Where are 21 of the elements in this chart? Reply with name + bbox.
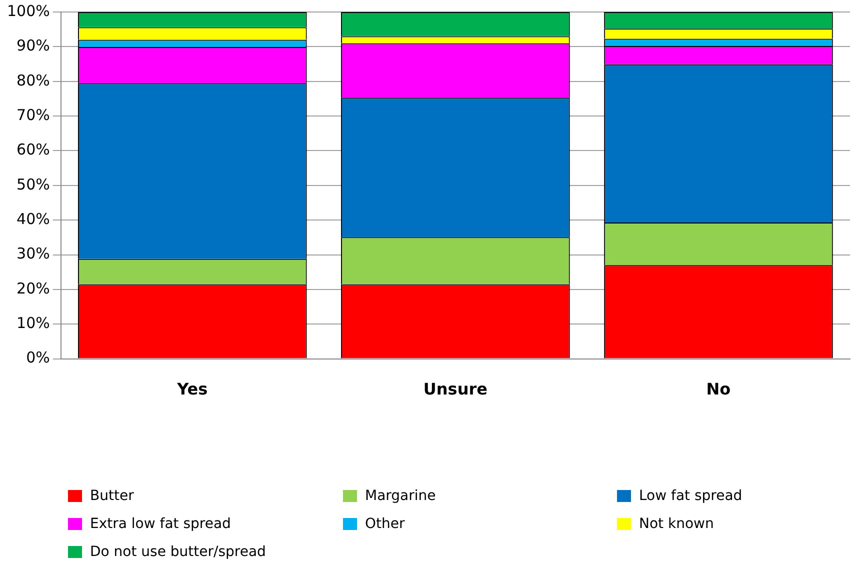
y-tick-label: 10% (16, 314, 50, 332)
y-tick-label: 80% (16, 71, 50, 90)
x-tick-label: Unsure (423, 380, 488, 399)
legend-label: Margarine (365, 488, 436, 504)
y-tick-label: 90% (16, 36, 50, 55)
y-tick-label: 50% (16, 175, 50, 194)
legend-label: Do not use butter/spread (90, 544, 266, 560)
legend-label: Not known (639, 516, 714, 532)
y-tick-label: 0% (26, 348, 50, 367)
x-tick-label: Yes (176, 380, 208, 399)
legend-label: Butter (90, 488, 134, 504)
y-tick-label: 40% (16, 210, 50, 228)
legend-label: Low fat spread (639, 488, 742, 504)
y-tick-label: 20% (16, 279, 50, 298)
legend-label: Extra low fat spread (90, 516, 231, 532)
y-tick-label: 60% (16, 140, 50, 159)
y-tick-label: 70% (16, 106, 50, 124)
x-tick-label: No (706, 380, 731, 399)
y-tick-label: 30% (16, 244, 50, 263)
y-tick-label: 100% (6, 2, 50, 20)
legend-label: Other (365, 516, 405, 532)
